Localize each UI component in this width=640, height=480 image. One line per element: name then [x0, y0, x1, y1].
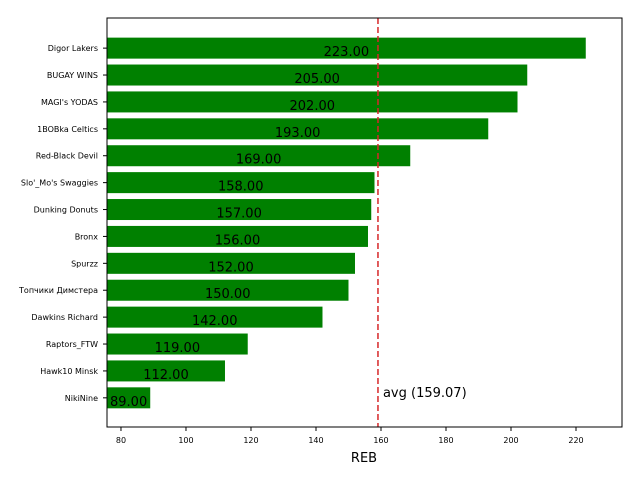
y-tick-label: Hawk10 Minsk [40, 367, 98, 376]
bar [107, 37, 586, 59]
bar [107, 279, 349, 301]
y-tick-label: Digor Lakers [48, 44, 98, 53]
y-tick-label: Red-Black Devil [36, 152, 98, 161]
value-label: 112.00 [143, 368, 189, 383]
value-label: 158.00 [218, 180, 264, 195]
bar [107, 333, 248, 355]
y-tick-label: Bronx [75, 232, 99, 241]
x-tick-label: 220 [568, 436, 583, 445]
y-tick-label: Spurzz [71, 259, 98, 268]
y-tick-label: NikiNine [65, 394, 98, 403]
bar [107, 306, 323, 328]
y-tick-label: Raptors_FTW [46, 340, 98, 349]
y-tick-label: BUGAY WINS [47, 71, 98, 80]
value-label: 142.00 [192, 314, 238, 329]
x-tick-label: 200 [503, 436, 518, 445]
bar [107, 118, 489, 140]
y-tick-label: Топчики Димстера [18, 286, 98, 295]
bar [107, 387, 151, 409]
bar [107, 252, 355, 274]
bar [107, 172, 375, 194]
x-tick-label: 100 [178, 436, 193, 445]
value-label: 89.00 [110, 395, 147, 410]
x-tick-label: 80 [116, 436, 126, 445]
y-tick-label: Slo'_Mo's Swaggies [21, 179, 98, 188]
bar [107, 199, 372, 221]
value-label: 150.00 [205, 287, 251, 302]
x-tick-label: 160 [373, 436, 388, 445]
y-tick-label: Dawkins Richard [31, 313, 98, 322]
x-tick-label: 140 [308, 436, 323, 445]
avg-label: avg (159.07) [383, 386, 467, 401]
value-label: 152.00 [208, 260, 254, 275]
value-label: 156.00 [215, 233, 261, 248]
bar [107, 64, 528, 86]
bar [107, 360, 225, 382]
y-tick-label: 1BOBka Celtics [37, 125, 98, 134]
value-label: 193.00 [275, 126, 321, 141]
y-tick-label: Dunking Donuts [34, 206, 98, 215]
value-label: 202.00 [290, 99, 336, 114]
value-label: 119.00 [155, 341, 201, 356]
y-tick-label: MAGI's YODAS [41, 98, 98, 107]
plot-frame [106, 17, 623, 428]
x-tick-label: 120 [243, 436, 258, 445]
value-label: 169.00 [236, 153, 282, 168]
value-label: 223.00 [324, 45, 370, 60]
value-label: 157.00 [216, 207, 262, 222]
x-tick-label: 180 [438, 436, 453, 445]
bar [107, 145, 411, 167]
value-label: 205.00 [294, 72, 340, 87]
x-axis-label: REB [351, 451, 377, 466]
bar [107, 225, 368, 247]
bar [107, 91, 518, 113]
